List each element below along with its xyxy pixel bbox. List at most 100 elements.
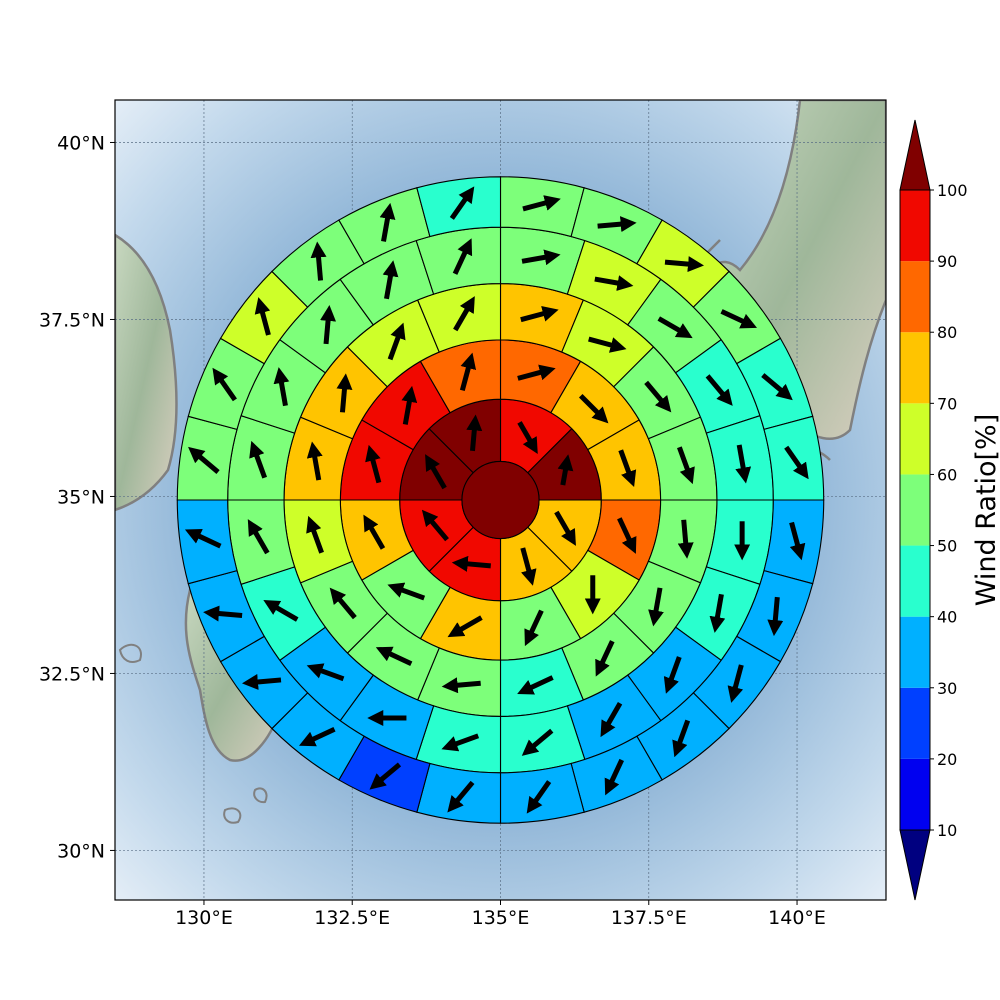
wind-arrow: [299, 726, 336, 747]
wind-arrow: [306, 441, 323, 481]
wind-arrow: [203, 605, 243, 622]
wind-arrow: [522, 195, 561, 212]
wind-sector-cell: [763, 499, 825, 585]
wind-arrow: [735, 444, 752, 484]
colorbar-tick-label: 60: [937, 465, 957, 484]
wind-arrow: [597, 216, 637, 233]
wind-arrow: [254, 297, 271, 336]
wind-arrow: [375, 646, 413, 667]
x-tick-label: 137.5°E: [611, 907, 687, 929]
wind-arrow: [459, 352, 477, 392]
wind-arrow: [595, 640, 615, 677]
colorbar-extend-bottom: [899, 829, 931, 901]
colorbar-tick-label: 10: [937, 821, 957, 840]
wind-arrow: [664, 256, 704, 273]
colorbar-tick-label: 70: [937, 394, 957, 413]
wind-arrow: [784, 445, 809, 480]
wind-arrow: [789, 521, 806, 561]
wind-arrow: [379, 202, 396, 242]
colorbar-segment: [900, 616, 930, 688]
wind-arrow: [447, 780, 475, 813]
wind-arrow: [306, 663, 345, 682]
y-tick-label: 30°N: [57, 840, 105, 862]
center-cell: [461, 460, 540, 540]
wind-sector-cell: [176, 415, 238, 501]
wind-arrow: [451, 555, 491, 572]
y-tick-label: 32.5°N: [39, 663, 105, 685]
wind-arrow: [441, 677, 481, 694]
wind-arrow: [644, 380, 672, 413]
wind-arrow: [600, 702, 623, 738]
colorbar-segment: [900, 190, 930, 262]
wind-arrow: [273, 367, 290, 407]
x-tick-label: 130°E: [175, 907, 233, 929]
wind-arrow: [452, 238, 473, 275]
wind-arrow: [521, 249, 561, 266]
colorbar-segment: [900, 403, 930, 475]
colorbar-segment: [900, 687, 930, 759]
wind-arrow: [657, 316, 693, 339]
wind-arrow: [727, 664, 744, 703]
colorbar-extend-top: [899, 119, 931, 191]
wind-arrow: [249, 440, 268, 479]
colorbar-tick-label: 80: [937, 323, 957, 342]
wind-arrow: [672, 719, 691, 758]
wind-arrow: [212, 367, 237, 402]
korea-landmass: [115, 233, 178, 512]
wind-arrows: [184, 186, 809, 814]
colorbar-tick-label: 40: [937, 608, 957, 627]
wind-arrow: [648, 587, 664, 627]
colorbar-segment: [900, 332, 930, 404]
colorbar-tick-label: 90: [937, 252, 957, 271]
x-tick-label: 135°E: [472, 907, 530, 929]
colorbar: 10 20 30 40 50 60 70 80 90 100 Wind Ratio[%]: [899, 119, 1000, 901]
y-axis-ticks: 30°N 32.5°N 35°N 37.5°N 40°N: [39, 132, 115, 862]
wind-arrow: [336, 373, 353, 413]
wind-arrow: [449, 186, 475, 220]
wind-arrow: [761, 373, 793, 401]
wind-arrow: [521, 728, 554, 756]
wind-arrow: [320, 304, 337, 345]
y-tick-label: 37.5°N: [39, 309, 105, 331]
wind-arrow: [188, 446, 220, 474]
wind-arrow: [241, 673, 282, 690]
small-islands: [118, 643, 268, 824]
wind-sector-cell: [499, 176, 585, 238]
wind-arrow: [524, 609, 544, 647]
wind-arrow: [720, 309, 758, 329]
colorbar-segment: [900, 261, 930, 333]
wind-arrow: [520, 547, 537, 586]
wind-arrow: [618, 449, 637, 488]
wind-arrow: [387, 582, 426, 601]
wind-arrow: [369, 762, 402, 790]
y-tick-label: 35°N: [57, 486, 105, 508]
colorbar-tick-label: 30: [937, 679, 957, 698]
colorbar-label: Wind Ratio[%]: [971, 414, 1000, 606]
wind-arrow: [677, 446, 695, 485]
colorbar-segment: [900, 758, 930, 830]
wind-arrow: [247, 519, 270, 555]
x-tick-label: 140°E: [768, 907, 826, 929]
wind-arrow: [588, 336, 627, 353]
wind-arrow: [517, 675, 554, 695]
wind-arrow: [401, 385, 418, 425]
wind-sectors: [176, 176, 825, 824]
colorbar-tick-label: 20: [937, 750, 957, 769]
wind-arrow: [466, 414, 483, 452]
x-axis-ticks: 130°E 132.5°E 135°E 137.5°E 140°E: [175, 900, 826, 929]
wind-arrow: [520, 305, 559, 323]
wind-arrow: [677, 519, 694, 559]
wind-arrow: [382, 260, 399, 300]
wind-arrow: [306, 515, 324, 554]
wind-arrow: [184, 529, 222, 549]
y-tick-label: 40°N: [57, 132, 105, 154]
colorbar-segment: [900, 474, 930, 546]
wind-arrow: [365, 444, 382, 484]
wind-arrow: [617, 517, 637, 554]
wind-arrow: [517, 364, 556, 381]
wind-arrow: [425, 454, 447, 490]
x-tick-label: 132.5°E: [314, 907, 390, 929]
wind-arrow: [310, 241, 327, 281]
wind-arrow: [387, 322, 406, 361]
